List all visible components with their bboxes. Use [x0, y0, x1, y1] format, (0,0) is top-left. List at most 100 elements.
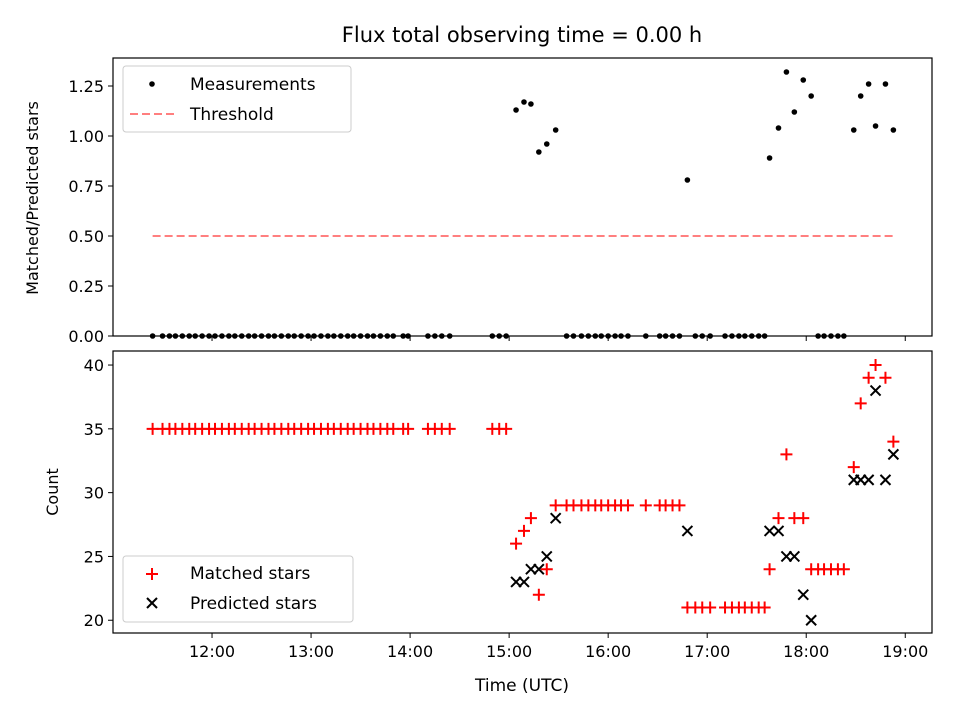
measurement-point — [800, 77, 807, 83]
predicted-star-point — [788, 550, 801, 563]
measurement-point — [521, 99, 527, 105]
matched-star-point — [847, 461, 860, 474]
matched-star-point — [532, 588, 545, 601]
measurement-point — [552, 127, 559, 133]
matched-star-point — [879, 371, 892, 384]
predicted-star-point — [681, 525, 694, 537]
bottom-axes-frame — [112, 350, 933, 634]
matched-star-point — [862, 371, 875, 384]
legend-label-threshold: Threshold — [189, 105, 274, 125]
matched-star-point — [500, 422, 513, 435]
bottom-x-ticks: 12:00 13:00 14:00 15:00 16:00 17:00 18:00 19:00 — [189, 633, 928, 661]
matched-star-point — [443, 422, 456, 435]
x-tick-label: 15:00 — [486, 642, 532, 661]
y-tick-label: 30 — [84, 484, 104, 503]
legend-marker-measurements — [149, 81, 155, 87]
measurement-point — [536, 149, 542, 155]
predicted-star-point — [533, 563, 545, 575]
x-tick-label: 19:00 — [882, 642, 928, 661]
matched-star-point — [758, 601, 771, 614]
measurement-point — [850, 127, 857, 133]
top-chart-panel: Flux total observing time = 0.00 h Match… — [23, 23, 933, 346]
y-tick-label: 0.00 — [68, 327, 104, 346]
matched-star-point — [763, 563, 776, 576]
predicted-star-point — [549, 512, 562, 524]
legend-marker-matched-stars — [146, 568, 158, 580]
bottom-x-axis-label: Time (UTC) — [474, 676, 569, 696]
predicted-star-point — [772, 525, 785, 537]
predicted-star-point — [879, 474, 892, 486]
x-tick-label: 16:00 — [585, 642, 631, 661]
legend-label-matched-stars: Matched stars — [190, 564, 310, 584]
predicted-star-point — [869, 384, 882, 397]
matched-star-point — [639, 499, 652, 512]
measurement-point — [882, 81, 889, 87]
matched-star-point — [887, 435, 900, 448]
y-tick-label: 1.25 — [68, 77, 104, 96]
measurement-point — [890, 127, 897, 133]
measurement-point — [684, 177, 691, 183]
measurement-point — [872, 123, 879, 129]
x-tick-label: 13:00 — [288, 642, 334, 661]
x-tick-label: 14:00 — [387, 642, 433, 661]
measurement-point — [543, 141, 550, 147]
measurement-point — [791, 109, 798, 115]
matched-star-point — [772, 512, 785, 525]
legend-label-measurements: Measurements — [190, 75, 316, 95]
top-legend-box — [122, 65, 352, 133]
predicted-star-point — [862, 474, 875, 486]
chart-title: Flux total observing time = 0.00 h — [342, 23, 702, 47]
y-tick-label: 0.75 — [68, 177, 104, 196]
measurement-point — [857, 93, 864, 99]
top-legend: Measurements Threshold — [122, 65, 352, 133]
predicted-star-point — [763, 525, 776, 537]
legend-marker-predicted-stars — [146, 597, 158, 609]
y-tick-label: 35 — [84, 420, 104, 439]
top-x-ticks — [211, 336, 906, 341]
x-tick-label: 18:00 — [783, 642, 829, 661]
matched-star-point — [402, 422, 415, 435]
bottom-chart-panel: Count Time (UTC) 20 25 30 35 40 12:00 13:00 14… — [43, 350, 933, 696]
measurement-point — [775, 125, 782, 131]
measurement-point — [513, 107, 519, 113]
matched-star-point — [673, 499, 686, 512]
matched-star-point — [621, 499, 634, 512]
bottom-y-ticks: 20 25 30 35 40 — [84, 356, 113, 630]
predicted-star-point — [805, 614, 817, 626]
matched-star-point — [517, 524, 530, 537]
measurement-point — [528, 101, 534, 107]
measurement-point — [783, 69, 790, 75]
y-tick-label: 0.50 — [68, 227, 104, 246]
legend-label-predicted-stars: Predicted stars — [190, 594, 317, 614]
y-tick-label: 40 — [84, 356, 104, 375]
x-tick-label: 17:00 — [684, 642, 730, 661]
y-tick-label: 25 — [84, 547, 104, 566]
measurement-point — [766, 155, 773, 161]
matched-star-point — [549, 499, 562, 512]
top-axes-frame — [112, 57, 933, 337]
matched-star-point — [837, 563, 850, 576]
top-y-ticks: 0.00 0.25 0.50 0.75 1.00 1.25 — [68, 77, 113, 346]
predicted-star-point — [541, 550, 553, 563]
x-tick-label: 12:00 — [189, 642, 235, 661]
matched-star-point — [854, 397, 867, 410]
matched-star-point — [704, 601, 717, 614]
predicted-star-point — [887, 448, 900, 461]
measurement-point — [808, 93, 814, 99]
bottom-y-axis-label: Count — [43, 468, 62, 516]
bottom-series-layer — [146, 359, 900, 626]
matched-star-point — [510, 537, 523, 550]
y-tick-label: 0.25 — [68, 277, 104, 296]
bottom-legend: Matched stars Predicted stars — [122, 555, 354, 623]
matched-star-point — [780, 448, 793, 461]
measurement-point — [865, 81, 872, 87]
matched-star-point — [540, 563, 553, 576]
y-tick-label: 1.00 — [68, 127, 104, 146]
predicted-star-point — [518, 576, 530, 588]
predicted-star-point — [797, 589, 809, 601]
top-y-axis-label: Matched/Predicted stars — [23, 101, 42, 295]
y-tick-label: 20 — [84, 611, 104, 630]
matched-star-point — [797, 512, 810, 525]
bottom-legend-box — [122, 555, 354, 623]
